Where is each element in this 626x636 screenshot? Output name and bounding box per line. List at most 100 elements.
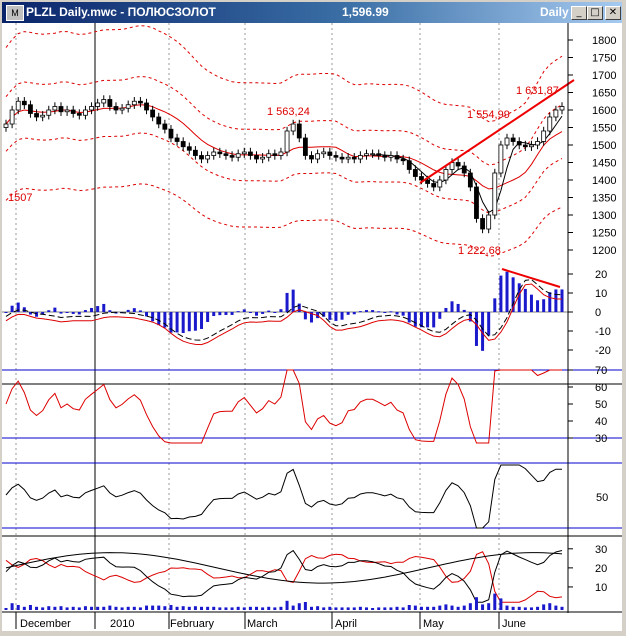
osc-bar [364,310,368,312]
dmi-panel: 30 20 10 [2,535,622,610]
oscillator-panel: 20 10 0 -10 -20 [2,268,611,357]
volume-bar [316,606,320,610]
osc-bar [102,303,106,312]
minimize-button[interactable]: _ [571,6,587,20]
candle-body [168,128,174,139]
volume-bar [297,603,301,610]
volume-bar [236,606,240,610]
candle-body [443,169,449,181]
volume-bar [163,606,167,610]
osc-bar [279,309,283,312]
maximize-button[interactable]: □ [587,6,603,20]
osc-bar [206,312,210,322]
osc-bar [303,312,307,320]
volume-bar [468,603,472,610]
candle-body [498,144,504,174]
volume-bar [303,602,307,610]
osc-bar [28,312,32,315]
dmi-axis: 30 20 10 [568,544,607,594]
osc-bar [401,312,405,316]
volume-bar [157,605,161,610]
close-button[interactable]: ✕ [605,6,621,20]
osc-tick-label: 0 [595,307,601,319]
lower-envelope-band-2 [5,183,563,257]
candle-body [382,155,388,158]
osc-bar [419,312,423,328]
osc-bar [169,312,173,333]
candle-body [150,109,156,118]
chart-area[interactable]: 1 631,87 1 554,99 1 563,24 1507 1 222,68… [2,23,622,631]
candle-body [351,156,357,160]
volume-bar [493,593,497,610]
candle-body [504,137,510,146]
dmi-tick-label: 10 [595,582,607,594]
volume-bar [560,606,564,610]
volume-bar [218,607,222,610]
candle-body [400,158,406,162]
osc-bar [218,312,222,316]
osc-bar [474,312,478,346]
volume-bar [212,606,216,610]
osc-bar [71,312,75,314]
trend-line-up[interactable] [419,79,575,184]
candle-body [235,153,241,158]
price-tick-label: 1800 [592,35,616,47]
volume-bar [481,604,485,610]
osc-bar [322,312,326,317]
volume-bar [96,606,100,610]
volume-bar [487,603,491,610]
divergence-line[interactable] [501,268,561,288]
candle-body [113,106,119,111]
date-label: June [502,618,526,630]
osc-bar [224,312,228,315]
osc-bar [371,310,375,312]
volume-bar [4,608,8,610]
volume-bar [255,606,259,610]
date-label: March [247,618,278,630]
oscillator-histogram [4,271,564,351]
osc-bar [505,271,509,312]
candle-body [3,123,9,128]
osc-bar [468,312,472,322]
candle-body [241,151,247,155]
osc-bar [163,312,167,328]
volume-bar [426,606,430,610]
volume-bar [138,607,142,610]
rsi-panel: 70 60 50 40 30 [2,365,622,445]
candle-body [40,114,46,118]
osc-bar [432,312,436,328]
candle-body [64,109,70,113]
annotation-1563: 1 563,24 [267,106,310,118]
candle-body [247,151,253,156]
volume-bar [175,606,179,610]
osc-bar [407,312,411,323]
chart-canvas[interactable]: 1 631,87 1 554,99 1 563,24 1507 1 222,68… [2,23,622,631]
volume-bar [242,607,246,610]
volume-bar [413,605,417,610]
candle-body [272,153,278,156]
volume-bar [334,607,338,610]
dmi-minus-line [5,551,563,603]
title-bar[interactable]: M PLZL Daily.mwc - ПОЛЮСЗОЛОТ 1,596.99 D… [2,2,622,23]
volume-bar [438,605,442,610]
candle-body [58,106,64,113]
volume-bar [41,607,45,610]
volume-bar [542,604,546,610]
candle-body [21,100,27,106]
candle-body [522,144,528,148]
osc-bar [236,311,240,313]
osc-bar [83,310,87,312]
candle-body [174,137,180,142]
candle-body [131,100,137,106]
osc-bar [493,298,497,312]
volume-bar [309,606,313,610]
upper-envelope-band-2 [5,25,563,123]
volume-bar [90,606,94,610]
osc-bar [358,311,362,313]
osc-bar [413,312,417,327]
candle-body [364,153,369,156]
volume-bar [346,607,350,610]
candle-body [144,102,149,111]
osc-bar [481,312,485,351]
app-icon[interactable]: M [6,5,24,21]
